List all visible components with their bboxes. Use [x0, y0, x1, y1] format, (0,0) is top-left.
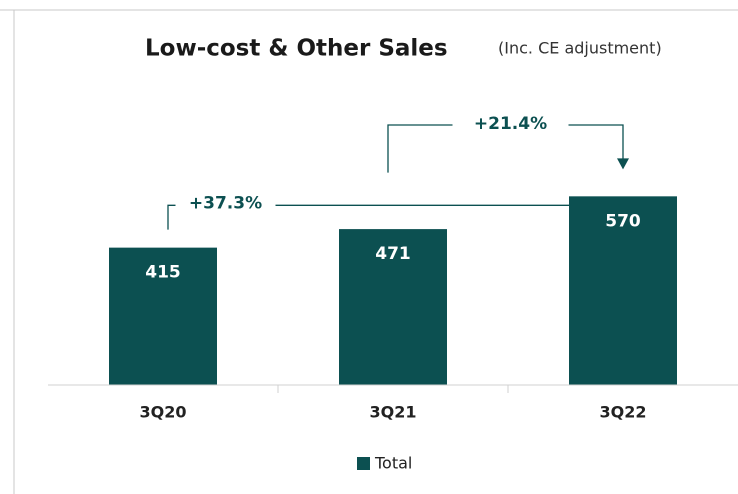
annotation-label: +21.4% [474, 114, 547, 134]
data-label: 570 [605, 211, 641, 231]
legend-label: Total [374, 454, 412, 473]
annotation-arrow [617, 158, 629, 170]
annotation-line [387, 124, 453, 173]
legend-swatch [357, 457, 370, 470]
bar [109, 247, 217, 385]
chart-subtitle: (Inc. CE adjustment) [498, 39, 662, 58]
x-tick-label: 3Q20 [140, 403, 187, 422]
bar [339, 229, 447, 385]
bar [569, 196, 677, 385]
annotation-label: +37.3% [189, 193, 262, 213]
annotation-line [167, 204, 176, 230]
data-label: 415 [145, 263, 181, 283]
x-tick-label: 3Q22 [600, 403, 647, 422]
data-label: 471 [375, 244, 411, 264]
x-tick-label: 3Q21 [370, 403, 417, 422]
annotation-line [568, 124, 624, 160]
chart-title: Low-cost & Other Sales [145, 36, 448, 62]
